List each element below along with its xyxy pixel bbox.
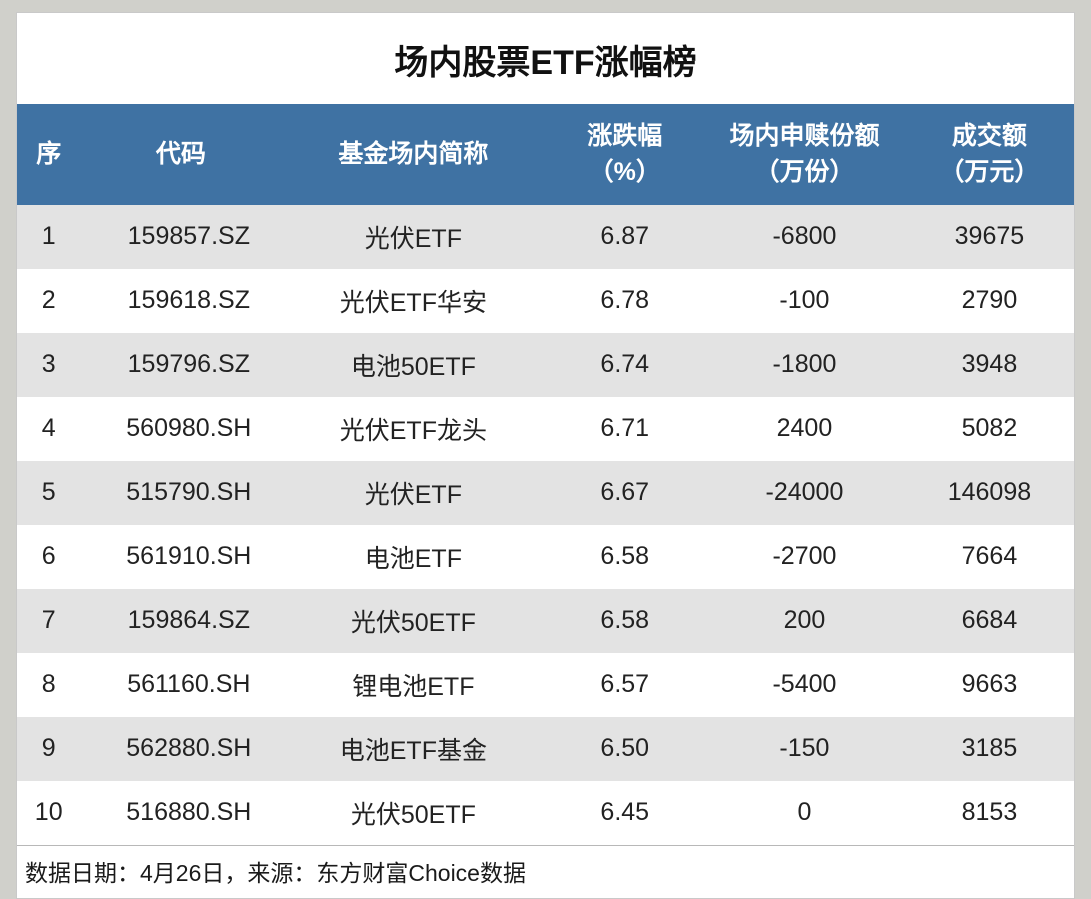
col-header-share: 场内申赎份额（万份）	[704, 104, 905, 205]
table-row: 8561160.SH锂电池ETF6.57-54009663	[17, 653, 1074, 717]
cell-share: -2700	[704, 525, 905, 589]
cell-code: 561160.SH	[80, 653, 281, 717]
cell-name: 光伏50ETF	[281, 781, 545, 845]
cell-share: 2400	[704, 397, 905, 461]
cell-idx: 2	[17, 269, 80, 333]
cell-idx: 3	[17, 333, 80, 397]
cell-share: -1800	[704, 333, 905, 397]
table-footnote: 数据日期：4月26日，来源：东方财富Choice数据	[17, 845, 1074, 898]
cell-share: -100	[704, 269, 905, 333]
cell-name: 光伏ETF华安	[281, 269, 545, 333]
table-body: 1159857.SZ光伏ETF6.87-6800396752159618.SZ光…	[17, 205, 1074, 845]
header-row: 序代码基金场内简称涨跌幅（%）场内申赎份额（万份）成交额（万元）	[17, 104, 1074, 205]
table-row: 9562880.SH电池ETF基金6.50-1503185	[17, 717, 1074, 781]
cell-amount: 7664	[905, 525, 1074, 589]
cell-name: 锂电池ETF	[281, 653, 545, 717]
cell-amount: 3185	[905, 717, 1074, 781]
col-header-chg: 涨跌幅（%）	[545, 104, 704, 205]
cell-share: -6800	[704, 205, 905, 269]
table-title: 场内股票ETF涨幅榜	[17, 13, 1074, 104]
table-row: 2159618.SZ光伏ETF华安6.78-1002790	[17, 269, 1074, 333]
cell-amount: 5082	[905, 397, 1074, 461]
cell-code: 159618.SZ	[80, 269, 281, 333]
table-row: 5515790.SH光伏ETF6.67-24000146098	[17, 461, 1074, 525]
col-header-name: 基金场内简称	[281, 104, 545, 205]
cell-chg: 6.57	[545, 653, 704, 717]
cell-share: 0	[704, 781, 905, 845]
cell-idx: 7	[17, 589, 80, 653]
cell-code: 159857.SZ	[80, 205, 281, 269]
col-header-amount: 成交额（万元）	[905, 104, 1074, 205]
cell-chg: 6.87	[545, 205, 704, 269]
table-row: 6561910.SH电池ETF6.58-27007664	[17, 525, 1074, 589]
cell-share: -150	[704, 717, 905, 781]
cell-idx: 5	[17, 461, 80, 525]
cell-idx: 1	[17, 205, 80, 269]
cell-code: 562880.SH	[80, 717, 281, 781]
table-row: 4560980.SH光伏ETF龙头6.7124005082	[17, 397, 1074, 461]
cell-idx: 8	[17, 653, 80, 717]
cell-code: 159796.SZ	[80, 333, 281, 397]
cell-idx: 9	[17, 717, 80, 781]
cell-chg: 6.58	[545, 589, 704, 653]
cell-chg: 6.58	[545, 525, 704, 589]
cell-amount: 2790	[905, 269, 1074, 333]
etf-table: 序代码基金场内简称涨跌幅（%）场内申赎份额（万份）成交额（万元） 1159857…	[17, 104, 1074, 845]
cell-chg: 6.78	[545, 269, 704, 333]
table-head: 序代码基金场内简称涨跌幅（%）场内申赎份额（万份）成交额（万元）	[17, 104, 1074, 205]
cell-amount: 39675	[905, 205, 1074, 269]
cell-code: 159864.SZ	[80, 589, 281, 653]
cell-chg: 6.45	[545, 781, 704, 845]
cell-code: 560980.SH	[80, 397, 281, 461]
cell-chg: 6.74	[545, 333, 704, 397]
table-row: 7159864.SZ光伏50ETF6.582006684	[17, 589, 1074, 653]
col-header-code: 代码	[80, 104, 281, 205]
cell-share: 200	[704, 589, 905, 653]
cell-name: 电池ETF	[281, 525, 545, 589]
cell-code: 516880.SH	[80, 781, 281, 845]
cell-chg: 6.67	[545, 461, 704, 525]
table-row: 1159857.SZ光伏ETF6.87-680039675	[17, 205, 1074, 269]
cell-name: 电池ETF基金	[281, 717, 545, 781]
cell-amount: 3948	[905, 333, 1074, 397]
table-row: 10516880.SH光伏50ETF6.4508153	[17, 781, 1074, 845]
cell-idx: 4	[17, 397, 80, 461]
table-row: 3159796.SZ电池50ETF6.74-18003948	[17, 333, 1074, 397]
cell-name: 光伏50ETF	[281, 589, 545, 653]
cell-code: 515790.SH	[80, 461, 281, 525]
cell-code: 561910.SH	[80, 525, 281, 589]
cell-amount: 6684	[905, 589, 1074, 653]
cell-amount: 9663	[905, 653, 1074, 717]
cell-name: 光伏ETF	[281, 205, 545, 269]
cell-share: -5400	[704, 653, 905, 717]
cell-share: -24000	[704, 461, 905, 525]
cell-idx: 10	[17, 781, 80, 845]
cell-amount: 8153	[905, 781, 1074, 845]
cell-name: 光伏ETF龙头	[281, 397, 545, 461]
cell-name: 电池50ETF	[281, 333, 545, 397]
etf-ranking-card: 场内股票ETF涨幅榜 序代码基金场内简称涨跌幅（%）场内申赎份额（万份）成交额（…	[16, 12, 1075, 899]
cell-idx: 6	[17, 525, 80, 589]
cell-amount: 146098	[905, 461, 1074, 525]
cell-chg: 6.50	[545, 717, 704, 781]
cell-chg: 6.71	[545, 397, 704, 461]
col-header-idx: 序	[17, 104, 80, 205]
cell-name: 光伏ETF	[281, 461, 545, 525]
